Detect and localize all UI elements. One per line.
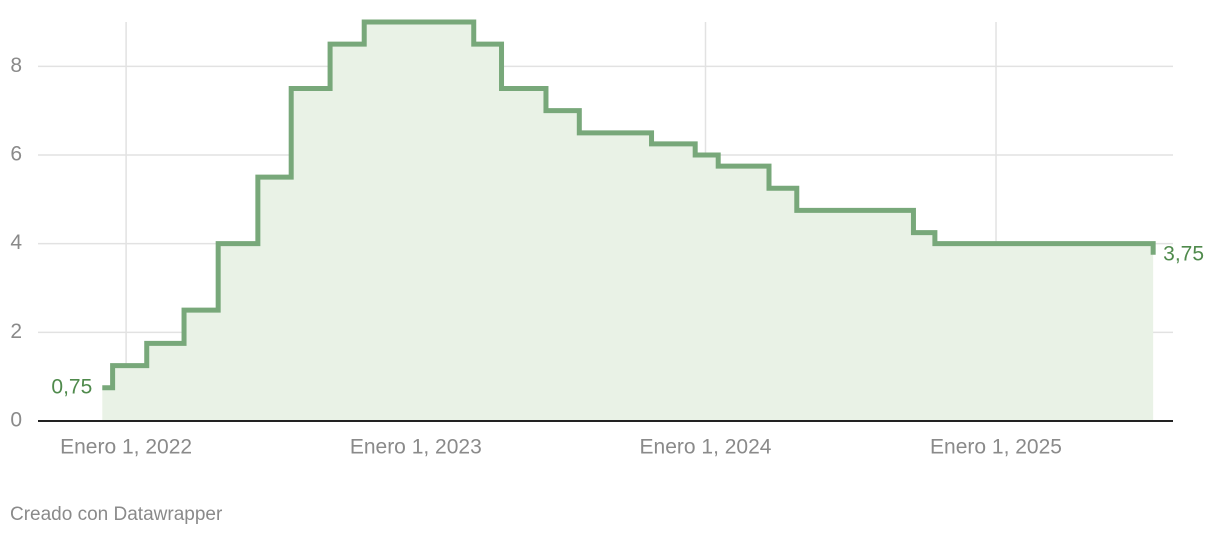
y-tick-label: 0 (10, 409, 22, 432)
y-tick-label: 2 (10, 320, 22, 343)
x-tick-label: Enero 1, 2025 (930, 436, 1062, 459)
value-label: 0,75 (51, 375, 92, 398)
area (102, 22, 1154, 421)
value-label: 3,75 (1163, 242, 1204, 265)
y-tick-label: 8 (10, 54, 22, 77)
x-tick-label: Enero 1, 2022 (60, 436, 192, 459)
y-tick-label: 4 (10, 231, 22, 254)
y-tick-label: 6 (10, 143, 22, 166)
step-line (102, 19, 1156, 391)
x-tick-label: Enero 1, 2024 (640, 436, 772, 459)
x-tick-label: Enero 1, 2023 (350, 436, 482, 459)
footer: Creado con Datawrapper (10, 504, 223, 525)
